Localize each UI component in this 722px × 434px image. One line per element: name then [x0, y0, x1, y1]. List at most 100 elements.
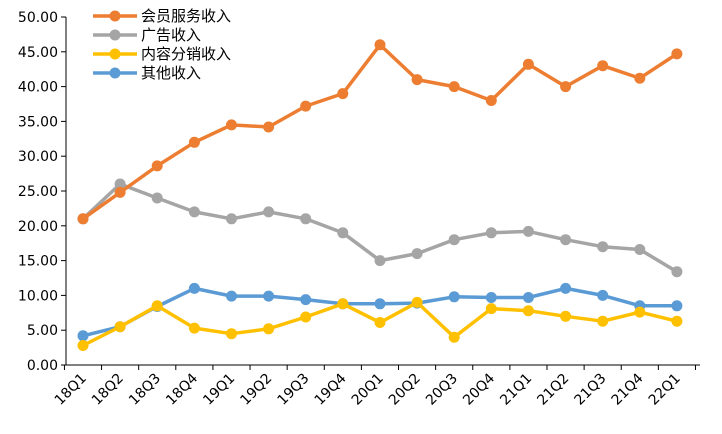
- data-point: [411, 296, 423, 308]
- x-tick-label: 18Q4: [163, 370, 201, 408]
- data-point: [77, 330, 89, 342]
- data-point: [226, 213, 237, 225]
- data-point: [448, 331, 460, 343]
- x-tick-label: 19Q3: [275, 371, 313, 409]
- data-point: [597, 60, 609, 72]
- x-tick-label: 20Q1: [349, 371, 387, 409]
- data-point: [114, 186, 126, 198]
- y-tick-label: 50.00: [18, 10, 58, 26]
- x-tick-label: 18Q1: [52, 371, 90, 409]
- data-point: [634, 72, 646, 84]
- data-point: [671, 266, 683, 278]
- data-point: [560, 81, 572, 93]
- data-point: [226, 328, 237, 340]
- x-tick-label: 18Q2: [89, 371, 127, 409]
- y-tick-label: 25.00: [18, 184, 58, 200]
- data-point: [597, 289, 609, 301]
- data-point: [560, 282, 572, 294]
- data-point: [151, 160, 163, 172]
- data-point: [671, 300, 683, 312]
- data-point: [226, 290, 237, 302]
- x-tick-label: 20Q2: [386, 371, 424, 409]
- data-point: [671, 315, 683, 327]
- data-point: [485, 303, 497, 315]
- data-point: [634, 244, 646, 255]
- data-point: [374, 39, 386, 51]
- data-point: [300, 213, 312, 225]
- data-point: [522, 58, 534, 70]
- x-tick-label: 21Q2: [534, 371, 572, 409]
- y-tick-label: 15.00: [18, 254, 58, 270]
- data-point: [188, 206, 200, 218]
- data-point: [226, 119, 237, 131]
- legend-marker: [109, 67, 121, 79]
- data-point: [374, 298, 386, 310]
- legend-item: 内容分销收入: [93, 45, 231, 63]
- x-tick-label: 19Q2: [237, 371, 275, 409]
- legend-item: 广告收入: [93, 26, 201, 44]
- data-point: [188, 136, 200, 148]
- data-point: [151, 300, 163, 312]
- data-point: [374, 317, 386, 328]
- legend-marker: [109, 10, 121, 22]
- data-point: [77, 213, 89, 225]
- data-point: [337, 88, 349, 100]
- y-tick-label: 20.00: [18, 219, 58, 235]
- y-tick-label: 30.00: [18, 149, 58, 165]
- data-point: [448, 234, 460, 246]
- data-point: [522, 305, 534, 317]
- data-point: [485, 292, 497, 303]
- legend-item: 其他收入: [93, 64, 201, 82]
- legend-label: 广告收入: [141, 26, 201, 44]
- data-point: [114, 321, 126, 333]
- x-tick-label: 18Q3: [126, 371, 164, 409]
- y-tick-label: 45.00: [18, 45, 58, 61]
- data-point: [151, 192, 163, 204]
- y-tick-label: 0.00: [27, 358, 58, 374]
- x-tick-label: 21Q1: [497, 371, 535, 409]
- data-point: [560, 234, 572, 246]
- data-point: [337, 227, 349, 239]
- y-tick-label: 5.00: [27, 323, 58, 339]
- data-point: [485, 227, 497, 239]
- data-point: [634, 306, 646, 318]
- data-point: [300, 311, 312, 323]
- series-line: [81, 286, 679, 338]
- data-point: [411, 248, 423, 260]
- data-point: [300, 100, 312, 112]
- data-point: [560, 310, 572, 322]
- x-axis: 18Q1 18Q2 18Q3 18Q4 19Q1 19Q2 19Q3 19Q4 20Q1 20Q2…: [52, 364, 700, 409]
- data-point: [671, 48, 683, 60]
- y-tick-label: 40.00: [18, 80, 58, 96]
- data-point: [300, 294, 312, 306]
- data-point: [77, 340, 89, 351]
- data-point: [411, 74, 423, 86]
- data-point: [522, 225, 534, 237]
- x-tick-label: 22Q1: [646, 371, 684, 409]
- series-lines: [77, 39, 683, 351]
- legend-marker: [109, 48, 121, 60]
- series-3: [77, 296, 683, 351]
- x-tick-label: 20Q3: [423, 371, 461, 409]
- data-point: [114, 178, 126, 190]
- data-point: [374, 255, 386, 267]
- data-point: [522, 292, 534, 303]
- data-point: [263, 323, 275, 335]
- x-tick-label: 19Q4: [312, 370, 350, 408]
- data-point: [448, 81, 460, 93]
- data-point: [263, 290, 275, 302]
- legend-item: 会员服务收入: [93, 7, 231, 25]
- legend-label: 其他收入: [141, 64, 201, 82]
- data-point: [448, 291, 460, 303]
- legend-marker: [109, 29, 121, 41]
- x-tick-label: 19Q1: [200, 371, 238, 409]
- data-point: [597, 241, 609, 253]
- legend-label: 会员服务收入: [141, 7, 231, 25]
- data-point: [597, 315, 609, 327]
- x-tick-label: 21Q4: [609, 370, 647, 408]
- data-point: [188, 282, 200, 294]
- series-2: [77, 178, 683, 278]
- data-point: [337, 298, 349, 310]
- data-point: [263, 206, 275, 218]
